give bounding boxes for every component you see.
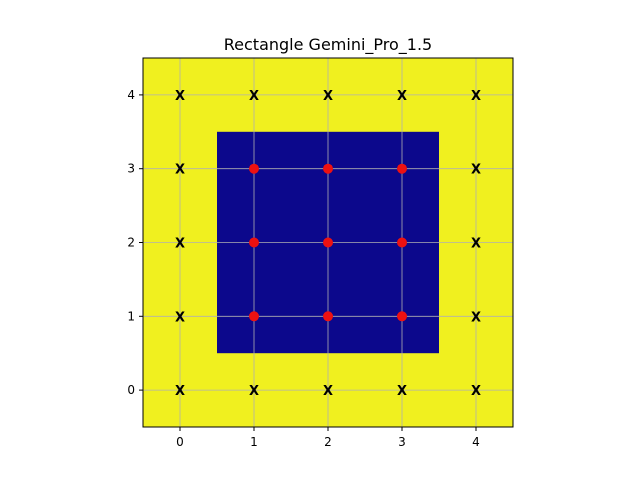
dot-marker [249,311,259,322]
x-marker: X [397,89,407,104]
x-marker: X [323,89,333,104]
y-tick-label: 2 [127,236,135,250]
x-marker: X [249,384,259,399]
x-marker: X [249,89,259,104]
y-tick-label: 3 [127,162,135,176]
x-marker: X [175,237,185,252]
chart-title: Rectangle Gemini_Pro_1.5 [224,35,432,55]
dot-marker [397,237,407,248]
x-tick-label: 2 [324,435,332,449]
dot-marker [397,163,407,174]
dot-marker [323,163,333,174]
dot-marker [323,311,333,322]
x-marker: X [175,310,185,325]
x-marker: X [175,89,185,104]
y-tick-label: 0 [127,383,135,397]
dot-marker [249,237,259,248]
dot-marker [323,237,333,248]
x-tick-label: 0 [176,435,184,449]
x-marker: X [397,384,407,399]
x-marker: X [175,163,185,178]
x-marker: X [471,163,481,178]
x-marker: X [175,384,185,399]
x-tick-label: 3 [398,435,406,449]
dot-marker [397,311,407,322]
x-marker: X [471,310,481,325]
x-marker: X [471,384,481,399]
x-marker: X [323,384,333,399]
y-tick-label: 4 [127,88,135,102]
x-tick-label: 4 [472,435,480,449]
x-tick-label: 1 [250,435,258,449]
x-marker: X [471,89,481,104]
dot-marker [249,163,259,174]
x-marker: X [471,237,481,252]
y-tick-label: 1 [127,309,135,323]
